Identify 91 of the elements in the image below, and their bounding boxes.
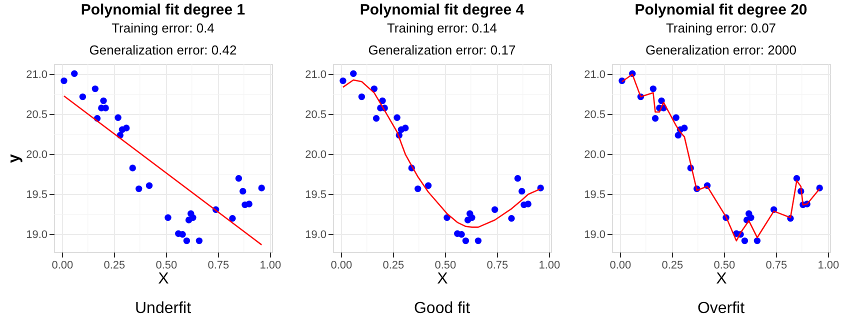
text: Overfit (697, 300, 746, 317)
y-tick-label: 19.5 (305, 188, 326, 201)
point (179, 231, 186, 238)
x-tick-label: 0.75 (486, 260, 508, 272)
x-tick-label: 0.50 (156, 260, 178, 272)
x-tick-label: 1.00 (260, 260, 282, 272)
chart-title: Polynomial fit degree 20 (634, 2, 808, 19)
y-tick-label: 19.0 (26, 228, 48, 241)
x-tick-label: 0.00 (52, 260, 74, 272)
point (462, 237, 470, 244)
y-tick-label: 20.5 (305, 108, 326, 121)
point (358, 93, 366, 100)
point (414, 185, 422, 192)
x-tick-label: 1.00 (538, 260, 560, 272)
y-tick-label: 21.0 (26, 68, 48, 81)
point (681, 124, 688, 132)
point (402, 124, 409, 132)
point (650, 85, 657, 92)
point (79, 93, 86, 100)
point (340, 77, 346, 84)
chart-title: Polynomial fit degree 4 (360, 2, 525, 19)
chart-title: Polynomial fit degree 1 (80, 2, 246, 19)
y-tick-label: 20.0 (305, 148, 326, 161)
point (394, 114, 400, 121)
point (514, 175, 522, 182)
point (652, 115, 659, 122)
point (524, 200, 532, 208)
x-axis-title: X (716, 270, 728, 288)
y-tick-label: 21.0 (305, 68, 326, 81)
point (183, 237, 190, 244)
point (258, 184, 265, 192)
point (100, 97, 107, 104)
chart-subtitle: Training error: 0.4 Generalization error: 0.42 (89, 20, 237, 58)
point (458, 231, 465, 238)
x-tick-label: 0.50 (714, 260, 736, 272)
point (674, 132, 682, 139)
point (508, 215, 515, 222)
x-tick-label: 0.00 (330, 260, 352, 272)
y-tick-label: 19.0 (305, 228, 326, 241)
point (235, 175, 242, 182)
point (246, 200, 252, 208)
y-tick-label: 19.5 (26, 188, 48, 201)
x-axis-title: X (158, 270, 170, 288)
point (136, 185, 142, 192)
y-tick-label: 20.5 (584, 108, 606, 121)
point (793, 175, 800, 182)
y-tick-label: 20.5 (26, 108, 48, 121)
y-tick-label: 19.5 (584, 188, 606, 201)
point (658, 97, 665, 104)
x-tick-label: 0.75 (208, 260, 230, 272)
x-tick-label: 0.00 (610, 260, 632, 272)
point (123, 124, 130, 132)
point (71, 70, 78, 77)
point (164, 214, 172, 221)
x-tick-label: 0.25 (382, 260, 404, 272)
y-axis-title: y (6, 154, 24, 163)
point (190, 214, 196, 221)
text: Underfit (134, 300, 192, 317)
y-tick-label: 20.0 (26, 148, 48, 161)
x-tick-label: 1.00 (818, 260, 840, 272)
y-tick-label: 21.0 (584, 68, 606, 81)
point (474, 237, 482, 244)
point (196, 237, 203, 244)
x-tick-label: 0.75 (766, 260, 788, 272)
x-tick-label: 0.25 (662, 260, 684, 272)
point (424, 182, 432, 189)
point (229, 215, 236, 222)
point (372, 115, 380, 122)
point (741, 237, 748, 244)
chart-subtitle: Training error: 0.07 Generalization error: 2000 (645, 20, 797, 58)
point (129, 164, 136, 172)
x-tick-label: 0.50 (434, 260, 456, 272)
y-tick-label: 19.0 (584, 228, 606, 241)
chart-subtitle: Training error: 0.14 Generalization error: 0.17 (368, 20, 516, 58)
point (146, 182, 153, 189)
point (60, 77, 68, 84)
point (754, 237, 761, 244)
point (518, 188, 526, 195)
text: Good fit (414, 300, 471, 317)
point (114, 114, 122, 121)
point (92, 85, 99, 92)
point (240, 188, 246, 195)
point (468, 214, 476, 221)
x-tick-label: 0.25 (104, 260, 126, 272)
point (672, 114, 680, 121)
point (491, 206, 498, 213)
point (379, 97, 386, 104)
x-axis-title: X (437, 270, 448, 288)
y-tick-label: 20.0 (584, 148, 606, 161)
point (748, 214, 754, 221)
point (350, 70, 357, 77)
